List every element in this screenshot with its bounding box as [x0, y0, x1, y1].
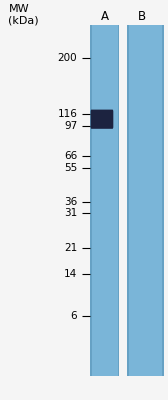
Text: A: A	[100, 10, 109, 23]
FancyBboxPatch shape	[91, 110, 113, 129]
Text: 21: 21	[64, 243, 77, 253]
Text: 97: 97	[64, 121, 77, 131]
Text: B: B	[138, 10, 146, 23]
Bar	[90, 25, 119, 376]
Text: 116: 116	[57, 109, 77, 119]
Text: 31: 31	[64, 208, 77, 218]
Text: 36: 36	[64, 197, 77, 207]
Text: 6: 6	[71, 311, 77, 321]
Text: 55: 55	[64, 163, 77, 173]
Bar	[162, 25, 164, 376]
Text: 200: 200	[58, 53, 77, 63]
Text: MW
(kDa): MW (kDa)	[8, 4, 39, 26]
Bar	[118, 25, 119, 376]
Bar	[90, 25, 92, 376]
Bar	[127, 25, 129, 376]
Text: 66: 66	[64, 151, 77, 161]
Bar	[127, 25, 164, 376]
Text: 14: 14	[64, 269, 77, 279]
